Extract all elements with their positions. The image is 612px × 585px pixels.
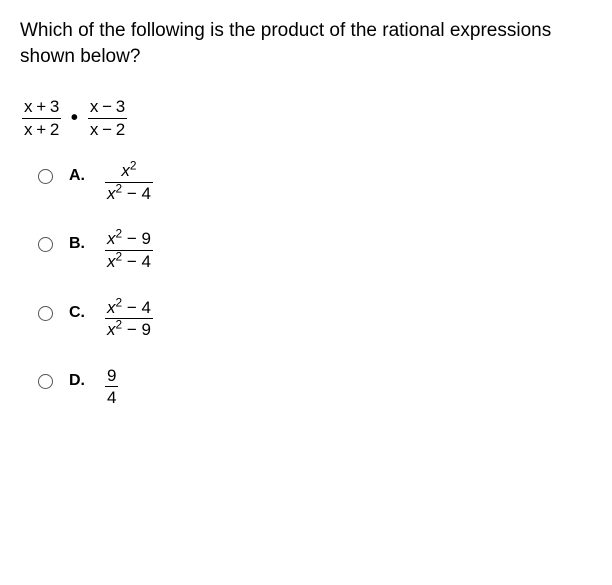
option-c-letter: C. [69, 304, 89, 322]
expression: x + 3 x + 2 • x − 3 x − 2 [20, 97, 592, 139]
option-a-num: x2 [119, 161, 138, 182]
radio-b[interactable] [38, 237, 53, 252]
options-list: A. x2 x2 − 4 B. x2 − 9 x2 − 4 C. x2 − 4 … [20, 167, 592, 407]
multiply-dot: • [71, 108, 78, 128]
option-c[interactable]: C. x2 − 4 x2 − 9 [38, 304, 592, 340]
radio-c[interactable] [38, 306, 53, 321]
fraction-1-den: x + 2 [22, 118, 61, 140]
radio-a[interactable] [38, 169, 53, 184]
option-d-letter: D. [69, 372, 89, 390]
fraction-1: x + 3 x + 2 [22, 97, 61, 139]
fraction-2-den: x − 2 [88, 118, 127, 140]
option-d-den: 4 [105, 386, 118, 408]
option-d[interactable]: D. 9 4 [38, 372, 592, 408]
option-b-letter: B. [69, 235, 89, 253]
option-d-fraction: 9 4 [105, 366, 118, 408]
option-c-den: x2 − 9 [105, 318, 153, 340]
option-a-den: x2 − 4 [105, 182, 153, 204]
option-a-letter: A. [69, 167, 89, 185]
option-b-fraction: x2 − 9 x2 − 4 [105, 229, 153, 271]
question-text: Which of the following is the product of… [20, 18, 592, 69]
option-a-fraction: x2 x2 − 4 [105, 161, 153, 203]
option-b-num: x2 − 9 [105, 229, 153, 250]
option-b-den: x2 − 4 [105, 250, 153, 272]
fraction-1-num: x + 3 [22, 97, 61, 118]
fraction-2: x − 3 x − 2 [88, 97, 127, 139]
radio-d[interactable] [38, 374, 53, 389]
option-d-num: 9 [105, 366, 118, 387]
option-c-num: x2 − 4 [105, 298, 153, 319]
option-a[interactable]: A. x2 x2 − 4 [38, 167, 592, 203]
fraction-2-num: x − 3 [88, 97, 127, 118]
option-c-fraction: x2 − 4 x2 − 9 [105, 298, 153, 340]
option-b[interactable]: B. x2 − 9 x2 − 4 [38, 235, 592, 271]
